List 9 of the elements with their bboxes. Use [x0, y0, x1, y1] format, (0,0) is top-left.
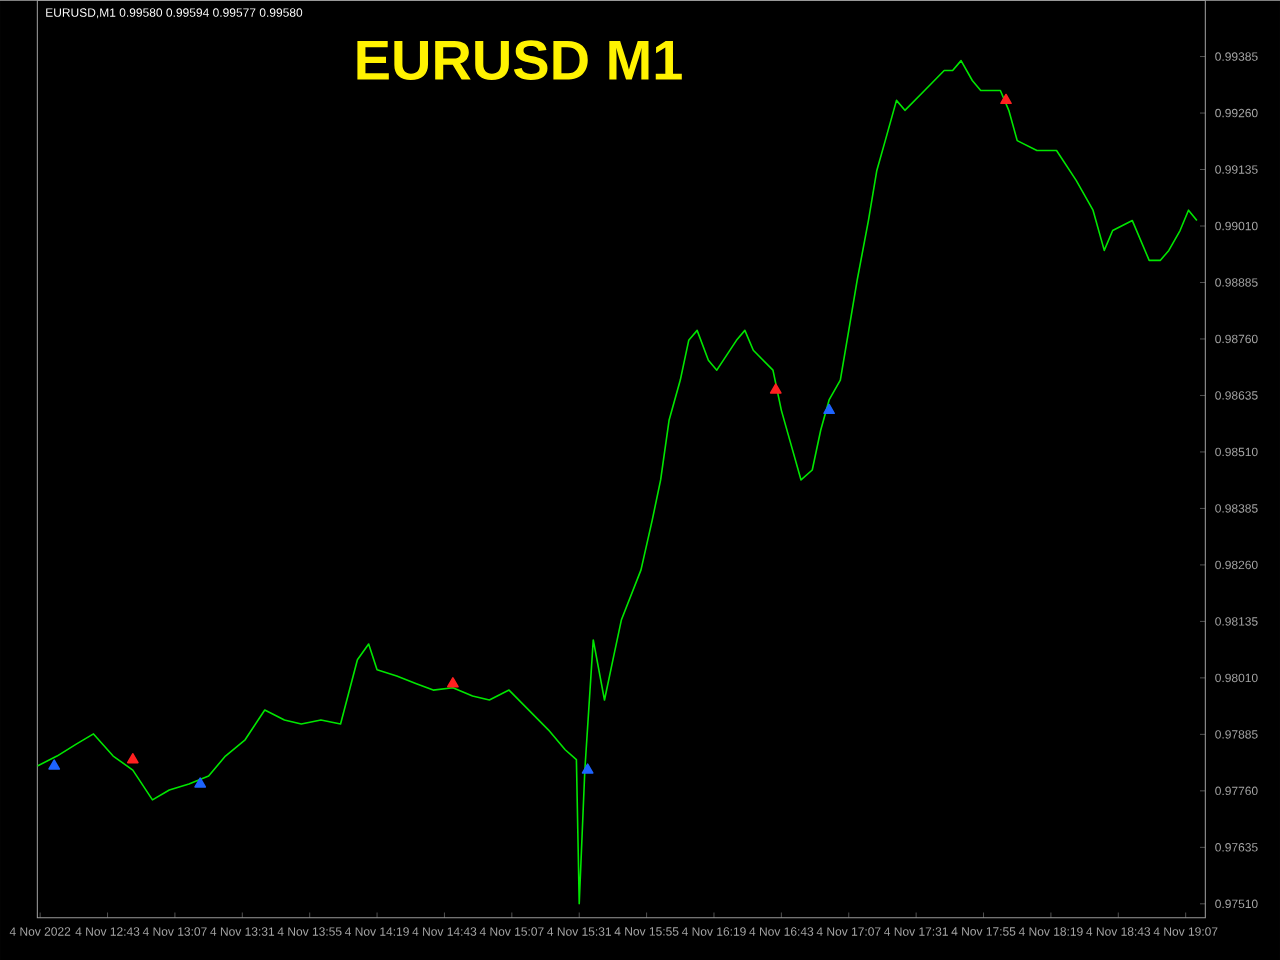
- point: [48, 759, 61, 770]
- point: [1000, 93, 1012, 104]
- point: [194, 777, 207, 788]
- text: EURUSD M1: [357, 40, 682, 80]
- point: [126, 752, 139, 764]
- point: [447, 676, 459, 688]
- point: [581, 763, 594, 774]
- point: [769, 383, 782, 394]
- point: [823, 403, 835, 414]
